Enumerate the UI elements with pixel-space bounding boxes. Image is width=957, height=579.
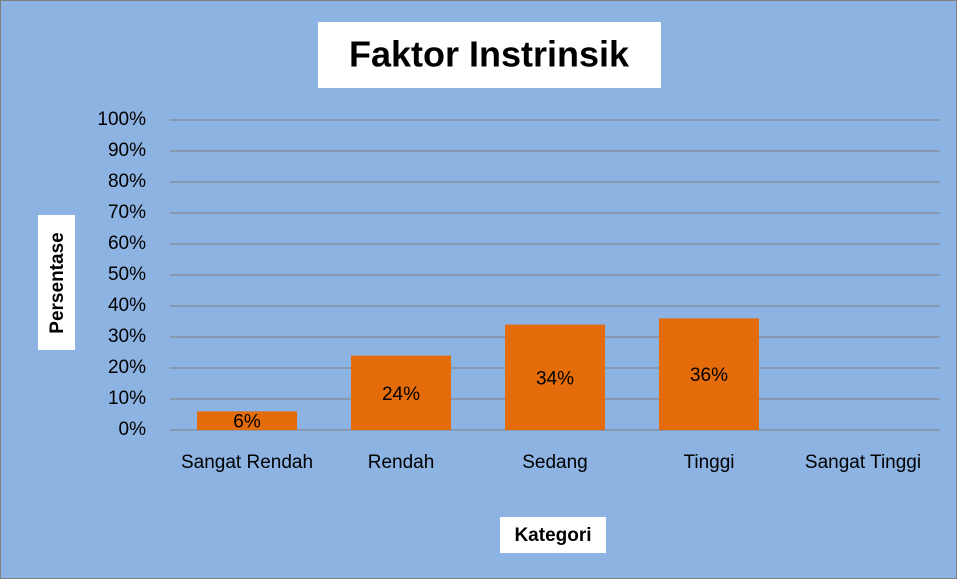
data-label: 6% bbox=[233, 412, 261, 433]
y-tick-label: 0% bbox=[119, 419, 147, 440]
y-label-box bbox=[38, 215, 75, 350]
y-axis-label: Persentase bbox=[47, 232, 68, 333]
y-tick-label: 40% bbox=[108, 295, 146, 316]
data-label: 24% bbox=[382, 384, 420, 405]
x-axis-label: Kategori bbox=[514, 525, 591, 546]
bar bbox=[659, 318, 759, 430]
x-tick-label: Sangat Rendah bbox=[180, 452, 314, 473]
bar bbox=[197, 411, 297, 430]
bar bbox=[505, 324, 605, 430]
y-tick-label: 100% bbox=[97, 109, 146, 130]
x-tick-label: Sangat Tinggi bbox=[804, 452, 922, 473]
x-tick-label: Rendah bbox=[367, 452, 435, 473]
y-tick-label: 50% bbox=[108, 264, 146, 285]
y-tick-label: 70% bbox=[108, 202, 146, 223]
y-tick-label: 90% bbox=[108, 140, 146, 161]
x-label-box bbox=[500, 517, 606, 553]
data-label: 36% bbox=[690, 365, 728, 386]
y-tick-label: 30% bbox=[108, 326, 146, 347]
y-tick-label: 20% bbox=[108, 357, 146, 378]
chart-title: Faktor Instrinsik bbox=[349, 34, 630, 75]
bar bbox=[351, 355, 451, 430]
y-tick-label: 80% bbox=[108, 171, 146, 192]
x-tick-label: Tinggi bbox=[683, 452, 735, 473]
y-tick-label: 60% bbox=[108, 233, 146, 254]
y-tick-label: 10% bbox=[108, 388, 146, 409]
x-tick-label: Sedang bbox=[522, 452, 588, 473]
title-box bbox=[318, 22, 661, 88]
data-label: 34% bbox=[536, 368, 574, 389]
